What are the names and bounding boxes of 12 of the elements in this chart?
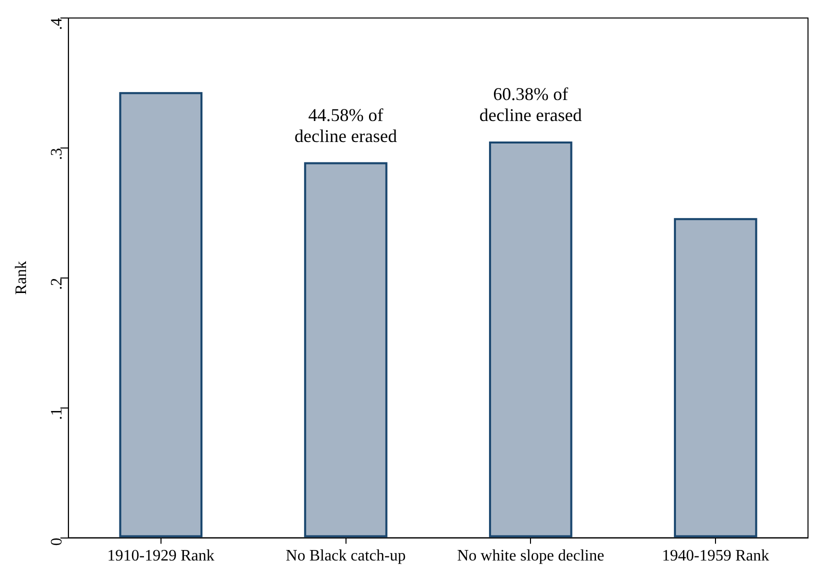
y-tick-label: .1	[48, 408, 66, 420]
y-tick-label: .2	[48, 278, 66, 290]
annotation: 44.58% of decline erased	[294, 104, 397, 146]
x-tick-label: 1940-1959 Rank	[662, 548, 770, 565]
annotation: 60.38% of decline erased	[479, 84, 582, 126]
x-tick-label: No Black catch-up	[286, 548, 406, 565]
y-tick-label: .3	[48, 148, 66, 160]
y-tick-label: .4	[48, 18, 66, 30]
y-tick-label: 0	[48, 538, 66, 546]
x-tick-label: 1910-1929 Rank	[107, 548, 214, 565]
y-axis-title: Rank	[12, 261, 30, 295]
x-tick-label: No white slope decline	[457, 548, 604, 565]
